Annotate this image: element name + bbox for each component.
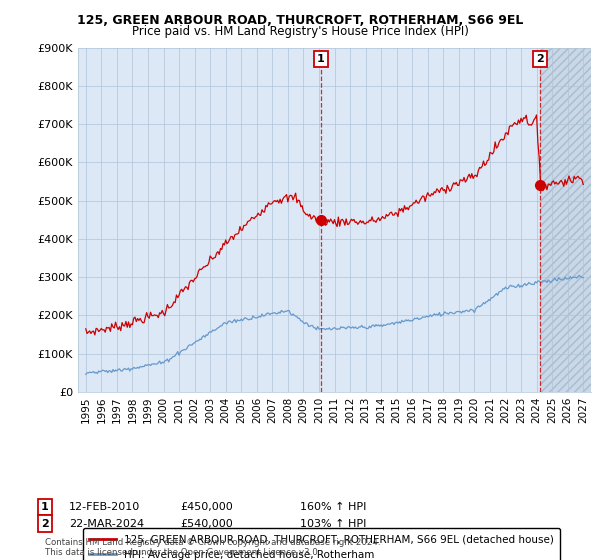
Text: £450,000: £450,000 [180,502,233,512]
Text: 103% ↑ HPI: 103% ↑ HPI [300,519,367,529]
Legend: 125, GREEN ARBOUR ROAD, THURCROFT, ROTHERHAM, S66 9EL (detached house), HPI: Ave: 125, GREEN ARBOUR ROAD, THURCROFT, ROTHE… [83,528,560,560]
Text: 125, GREEN ARBOUR ROAD, THURCROFT, ROTHERHAM, S66 9EL: 125, GREEN ARBOUR ROAD, THURCROFT, ROTHE… [77,14,523,27]
Text: 1: 1 [317,54,325,64]
Text: Contains HM Land Registry data © Crown copyright and database right 2024.
This d: Contains HM Land Registry data © Crown c… [45,538,380,557]
Text: Price paid vs. HM Land Registry's House Price Index (HPI): Price paid vs. HM Land Registry's House … [131,25,469,38]
Text: £540,000: £540,000 [180,519,233,529]
Text: 22-MAR-2024: 22-MAR-2024 [69,519,144,529]
Text: 160% ↑ HPI: 160% ↑ HPI [300,502,367,512]
Bar [540,48,591,392]
Text: 2: 2 [41,519,49,529]
Text: 12-FEB-2010: 12-FEB-2010 [69,502,140,512]
Text: 1: 1 [41,502,49,512]
Text: 2: 2 [536,54,544,64]
